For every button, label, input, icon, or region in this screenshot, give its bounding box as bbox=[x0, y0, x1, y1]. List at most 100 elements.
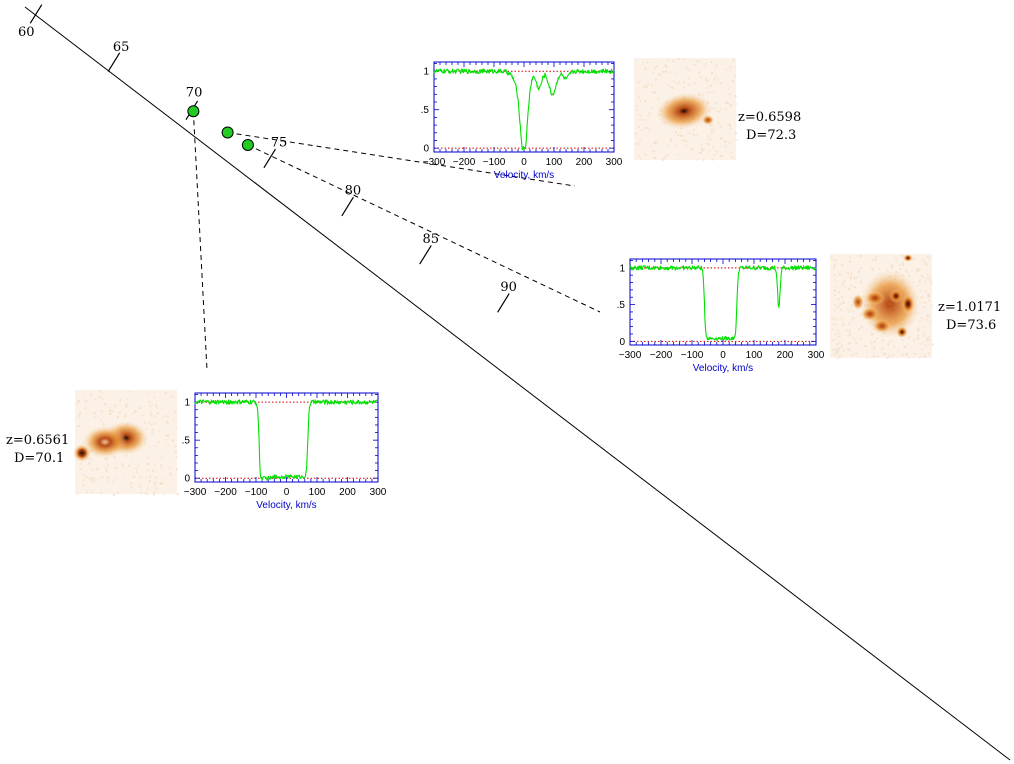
noise-speckle bbox=[731, 156, 734, 159]
noise-speckle bbox=[727, 123, 730, 126]
noise-speckle bbox=[841, 295, 844, 298]
noise-speckle bbox=[716, 63, 718, 66]
noise-speckle bbox=[90, 393, 93, 396]
absorber-marker bbox=[241, 138, 254, 151]
noise-speckle bbox=[121, 464, 124, 466]
noise-speckle bbox=[645, 127, 647, 129]
noise-speckle bbox=[646, 61, 649, 64]
noise-speckle bbox=[907, 356, 910, 359]
noise-speckle bbox=[705, 142, 708, 145]
noise-speckle bbox=[921, 276, 924, 279]
noise-speckle bbox=[837, 318, 840, 321]
noise-speckle bbox=[725, 68, 728, 71]
noise-speckle bbox=[849, 260, 851, 263]
noise-speckle bbox=[666, 154, 669, 157]
noise-speckle bbox=[639, 138, 642, 141]
noise-speckle bbox=[635, 142, 638, 145]
y-tick-label: .5 bbox=[421, 105, 430, 116]
noise-speckle bbox=[154, 422, 157, 425]
noise-speckle bbox=[638, 142, 641, 145]
noise-speckle bbox=[850, 272, 853, 275]
noise-speckle bbox=[672, 60, 675, 63]
noise-speckle bbox=[144, 491, 147, 494]
noise-speckle bbox=[848, 256, 851, 259]
spectrum-curve bbox=[194, 399, 379, 481]
noise-speckle bbox=[682, 58, 685, 61]
noise-speckle bbox=[838, 347, 841, 350]
noise-speckle bbox=[871, 343, 874, 346]
noise-speckle bbox=[153, 396, 156, 399]
noise-speckle bbox=[699, 93, 702, 96]
noise-speckle bbox=[175, 420, 178, 423]
noise-speckle bbox=[734, 95, 737, 98]
noise-speckle bbox=[683, 81, 686, 83]
noise-speckle bbox=[927, 343, 930, 346]
noise-speckle bbox=[848, 334, 851, 337]
noise-speckle bbox=[727, 87, 730, 90]
noise-speckle bbox=[96, 468, 99, 471]
noise-speckle bbox=[174, 450, 177, 453]
noise-speckle bbox=[858, 327, 861, 330]
noise-speckle bbox=[118, 411, 121, 414]
axis-tick-label: 85 bbox=[423, 232, 440, 247]
noise-speckle bbox=[835, 343, 838, 346]
noise-speckle bbox=[735, 113, 738, 116]
spectrum-curve bbox=[433, 68, 615, 151]
x-tick-label: 0 bbox=[720, 350, 726, 361]
noise-speckle bbox=[149, 414, 152, 417]
x-tick-label: −300 bbox=[423, 157, 446, 168]
axis-tick bbox=[497, 293, 510, 313]
noise-speckle bbox=[890, 340, 893, 343]
noise-speckle bbox=[925, 301, 928, 304]
noise-speckle bbox=[144, 422, 147, 425]
noise-speckle bbox=[156, 412, 159, 415]
noise-speckle bbox=[681, 139, 684, 142]
noise-speckle bbox=[154, 481, 157, 484]
noise-speckle bbox=[833, 274, 836, 277]
noise-speckle bbox=[97, 477, 100, 480]
noise-speckle bbox=[838, 273, 841, 276]
noise-speckle bbox=[735, 103, 738, 106]
noise-speckle bbox=[846, 307, 849, 310]
noise-speckle bbox=[846, 271, 849, 274]
noise-speckle bbox=[864, 345, 867, 348]
noise-speckle bbox=[928, 299, 931, 302]
noise-speckle bbox=[704, 79, 707, 82]
x-tick-label: 300 bbox=[370, 487, 387, 498]
noise-speckle bbox=[165, 439, 168, 442]
noise-speckle bbox=[849, 349, 852, 352]
noise-speckle bbox=[907, 337, 909, 340]
noise-speckle bbox=[146, 493, 149, 495]
noise-speckle bbox=[669, 71, 671, 74]
noise-speckle bbox=[859, 337, 862, 340]
x-tick-label: 100 bbox=[546, 157, 563, 168]
noise-speckle bbox=[93, 397, 96, 400]
axis-tick-label: 60 bbox=[18, 25, 35, 40]
noise-speckle bbox=[172, 439, 174, 442]
noise-speckle bbox=[706, 80, 709, 83]
noise-speckle bbox=[851, 353, 854, 356]
noise-speckle bbox=[841, 324, 844, 327]
noise-speckle bbox=[658, 73, 660, 75]
noise-speckle bbox=[100, 410, 103, 413]
noise-speckle bbox=[916, 268, 919, 271]
noise-speckle bbox=[153, 491, 156, 494]
noise-speckle bbox=[701, 149, 703, 152]
absorber-markers bbox=[187, 105, 254, 151]
noise-speckle bbox=[838, 342, 841, 345]
noise-speckle bbox=[838, 291, 840, 294]
noise-speckle bbox=[693, 82, 696, 85]
galaxy-blob bbox=[873, 319, 891, 333]
noise-speckle bbox=[652, 150, 655, 152]
noise-speckle bbox=[843, 286, 846, 289]
noise-speckle bbox=[871, 258, 874, 261]
noise-speckle bbox=[136, 471, 139, 473]
noise-speckle bbox=[160, 464, 162, 467]
noise-speckle bbox=[147, 463, 150, 466]
noise-speckle bbox=[705, 138, 708, 141]
noise-speckle bbox=[712, 146, 715, 149]
noise-speckle bbox=[639, 157, 642, 160]
noise-speckle bbox=[109, 409, 112, 412]
noise-speckle bbox=[715, 150, 718, 153]
x-tick-label: 200 bbox=[777, 350, 794, 361]
